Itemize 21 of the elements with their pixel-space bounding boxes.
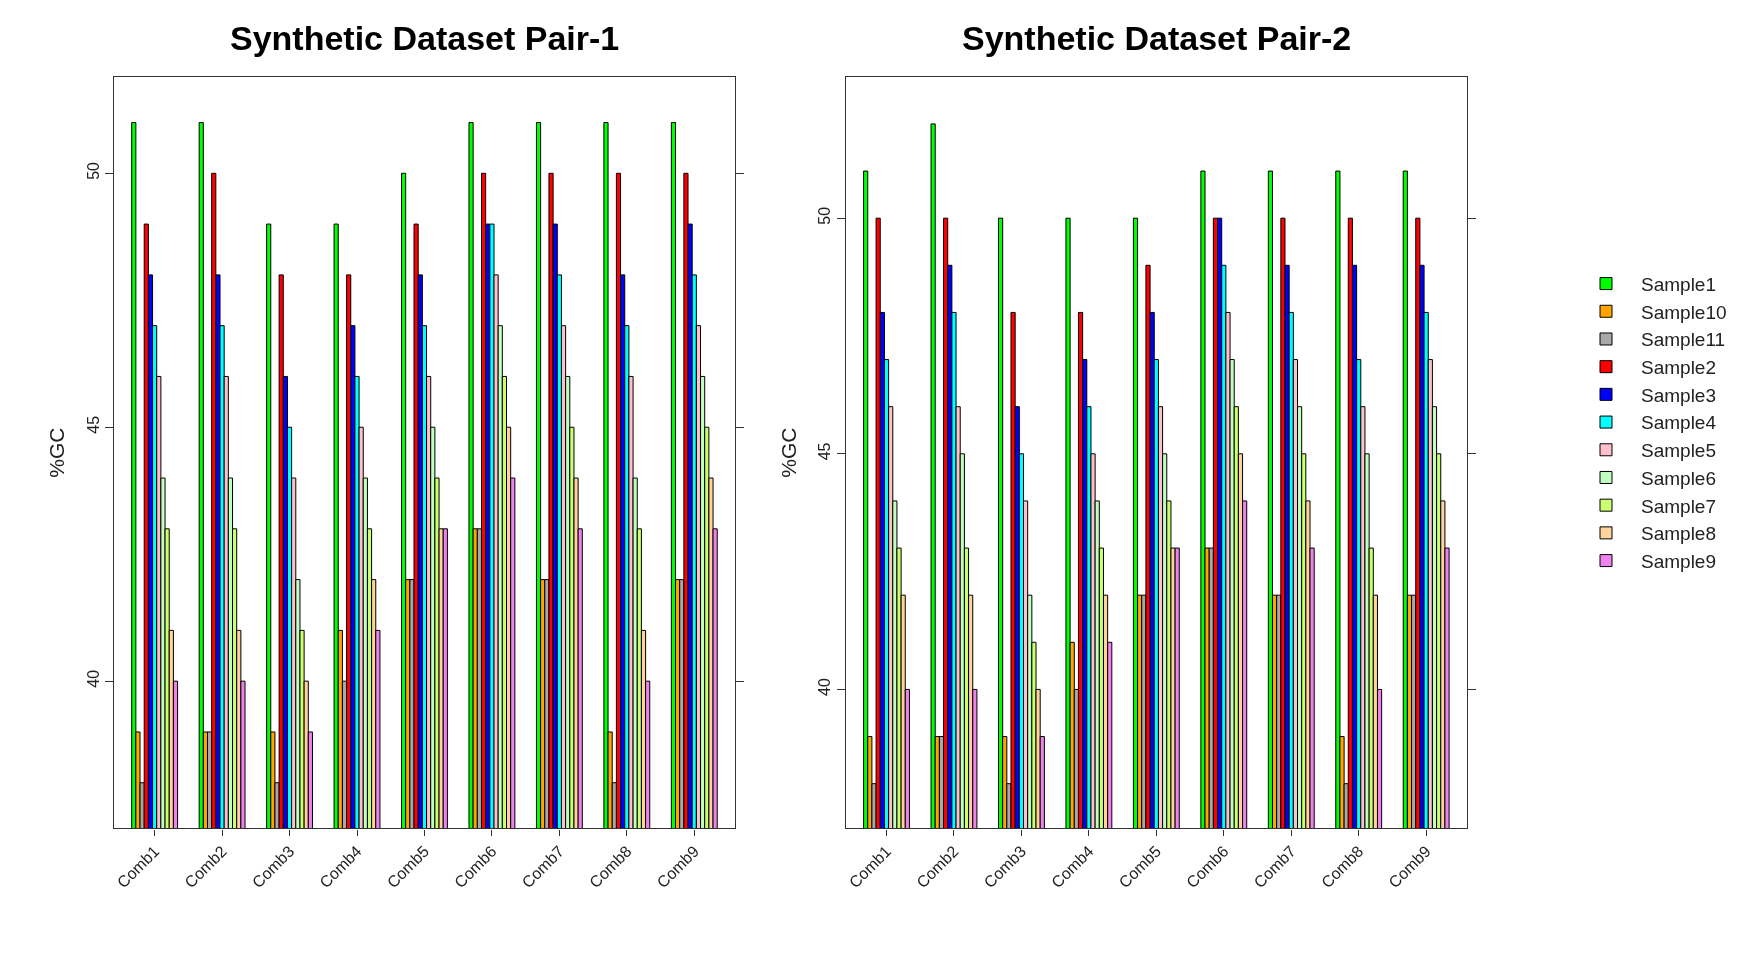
y-tick-label: 50 [816, 206, 834, 225]
legend-label: Sample5 [1641, 440, 1716, 462]
legend-label: Sample10 [1641, 301, 1727, 323]
legend-label: Sample8 [1641, 523, 1716, 545]
legend-label: Sample11 [1641, 329, 1726, 351]
y-axis-title: %GC [776, 427, 800, 478]
legend-label: Sample9 [1641, 550, 1716, 572]
legend-label: Sample6 [1641, 467, 1716, 489]
y-axis-title: %GC [44, 427, 68, 478]
y-tick-label: 40 [816, 678, 834, 696]
legend-label: Sample2 [1641, 357, 1716, 379]
y-tick-label: 45 [84, 415, 102, 434]
legend-label: Sample4 [1641, 412, 1717, 434]
legend-label: Sample1 [1641, 273, 1716, 295]
chart-title: Synthetic Dataset Pair-1 [230, 19, 620, 57]
y-tick-label: 50 [84, 161, 102, 180]
y-tick-label: 40 [84, 669, 102, 688]
chart-title: Synthetic Dataset Pair-2 [962, 19, 1352, 57]
legend-label: Sample3 [1641, 384, 1716, 406]
legend-label: Sample7 [1641, 495, 1716, 517]
y-tick-label: 45 [816, 442, 834, 461]
